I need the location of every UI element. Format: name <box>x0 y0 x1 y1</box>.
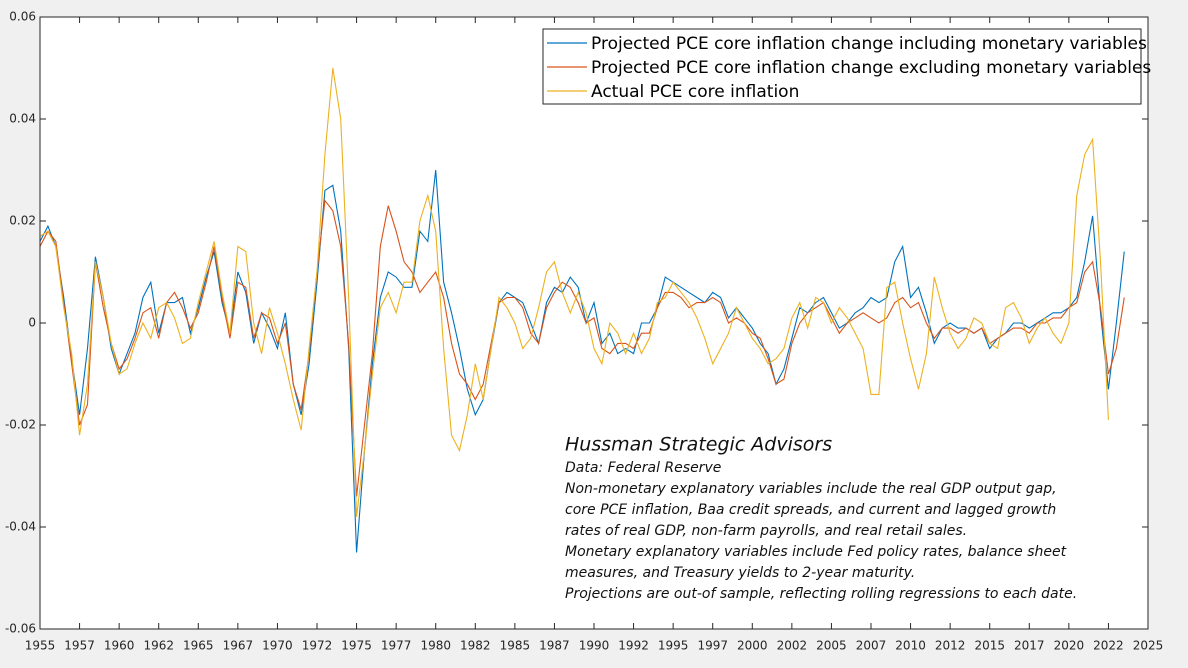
x-tick-label: 1985 <box>500 639 531 653</box>
legend-box <box>542 28 1142 105</box>
x-tick-label: 1992 <box>618 639 649 653</box>
annotation-line: core PCE inflation, Baa credit spreads, … <box>565 502 1056 518</box>
x-tick-label: 2015 <box>974 639 1005 653</box>
series-line <box>39 67 1109 517</box>
x-tick-label: 2000 <box>737 639 768 653</box>
x-tick-label: 1995 <box>658 639 689 653</box>
x-tick-label: 2010 <box>895 639 926 653</box>
annotation-line: Monetary explanatory variables include F… <box>565 544 1067 560</box>
y-tick-label: -0.06 <box>5 622 36 636</box>
x-tick-label: 2025 <box>1133 639 1164 653</box>
x-tick-label: 2022 <box>1093 639 1124 653</box>
x-tick-label: 2012 <box>935 639 966 653</box>
annotation-line: Data: Federal Reserve <box>565 460 721 476</box>
legend-label: Projected PCE core inflation change incl… <box>591 34 1147 54</box>
y-tick-label: 0.02 <box>9 214 36 228</box>
annotation-line: rates of real GDP, non-farm payrolls, an… <box>565 523 967 539</box>
x-tick-label: 1982 <box>460 639 491 653</box>
series-line <box>39 199 1125 497</box>
legend-label: Projected PCE core inflation change excl… <box>591 58 1151 78</box>
y-tick-label: 0.04 <box>9 112 36 126</box>
x-tick-label: 1962 <box>143 639 174 653</box>
x-tick-label: 1975 <box>341 639 372 653</box>
x-tick-label: 1967 <box>223 639 254 653</box>
legend-label: Actual PCE core inflation <box>591 82 799 102</box>
series-line <box>39 169 1125 553</box>
x-tick-label: 2017 <box>1014 639 1045 653</box>
annotation-line: Non-monetary explanatory variables inclu… <box>565 481 1057 497</box>
x-tick-label: 1960 <box>104 639 135 653</box>
x-tick-label: 1955 <box>25 639 56 653</box>
x-tick-label: 1980 <box>420 639 451 653</box>
annotation-line: Projections are out-of sample, reflectin… <box>565 586 1077 602</box>
x-tick-label: 1977 <box>381 639 412 653</box>
x-tick-label: 2002 <box>777 639 808 653</box>
x-tick-label: 2007 <box>856 639 887 653</box>
x-tick-label: 1972 <box>302 639 333 653</box>
annotation-line: measures, and Treasury yields to 2-year … <box>565 565 915 581</box>
x-tick-label: 1970 <box>262 639 293 653</box>
annotation-title: Hussman Strategic Advisors <box>565 434 832 456</box>
x-tick-label: 1990 <box>579 639 610 653</box>
x-tick-label: 2020 <box>1054 639 1085 653</box>
x-tick-label: 1957 <box>64 639 95 653</box>
x-tick-label: 1987 <box>539 639 570 653</box>
y-tick-label: 0.06 <box>9 10 36 24</box>
x-tick-label: 2005 <box>816 639 847 653</box>
y-tick-label: 0 <box>28 316 36 330</box>
y-tick-label: -0.02 <box>5 418 36 432</box>
y-tick-label: -0.04 <box>5 520 36 534</box>
plot-frame <box>39 16 1149 630</box>
x-tick-label: 1997 <box>697 639 728 653</box>
x-tick-label: 1965 <box>183 639 214 653</box>
plot-area <box>40 17 1148 629</box>
